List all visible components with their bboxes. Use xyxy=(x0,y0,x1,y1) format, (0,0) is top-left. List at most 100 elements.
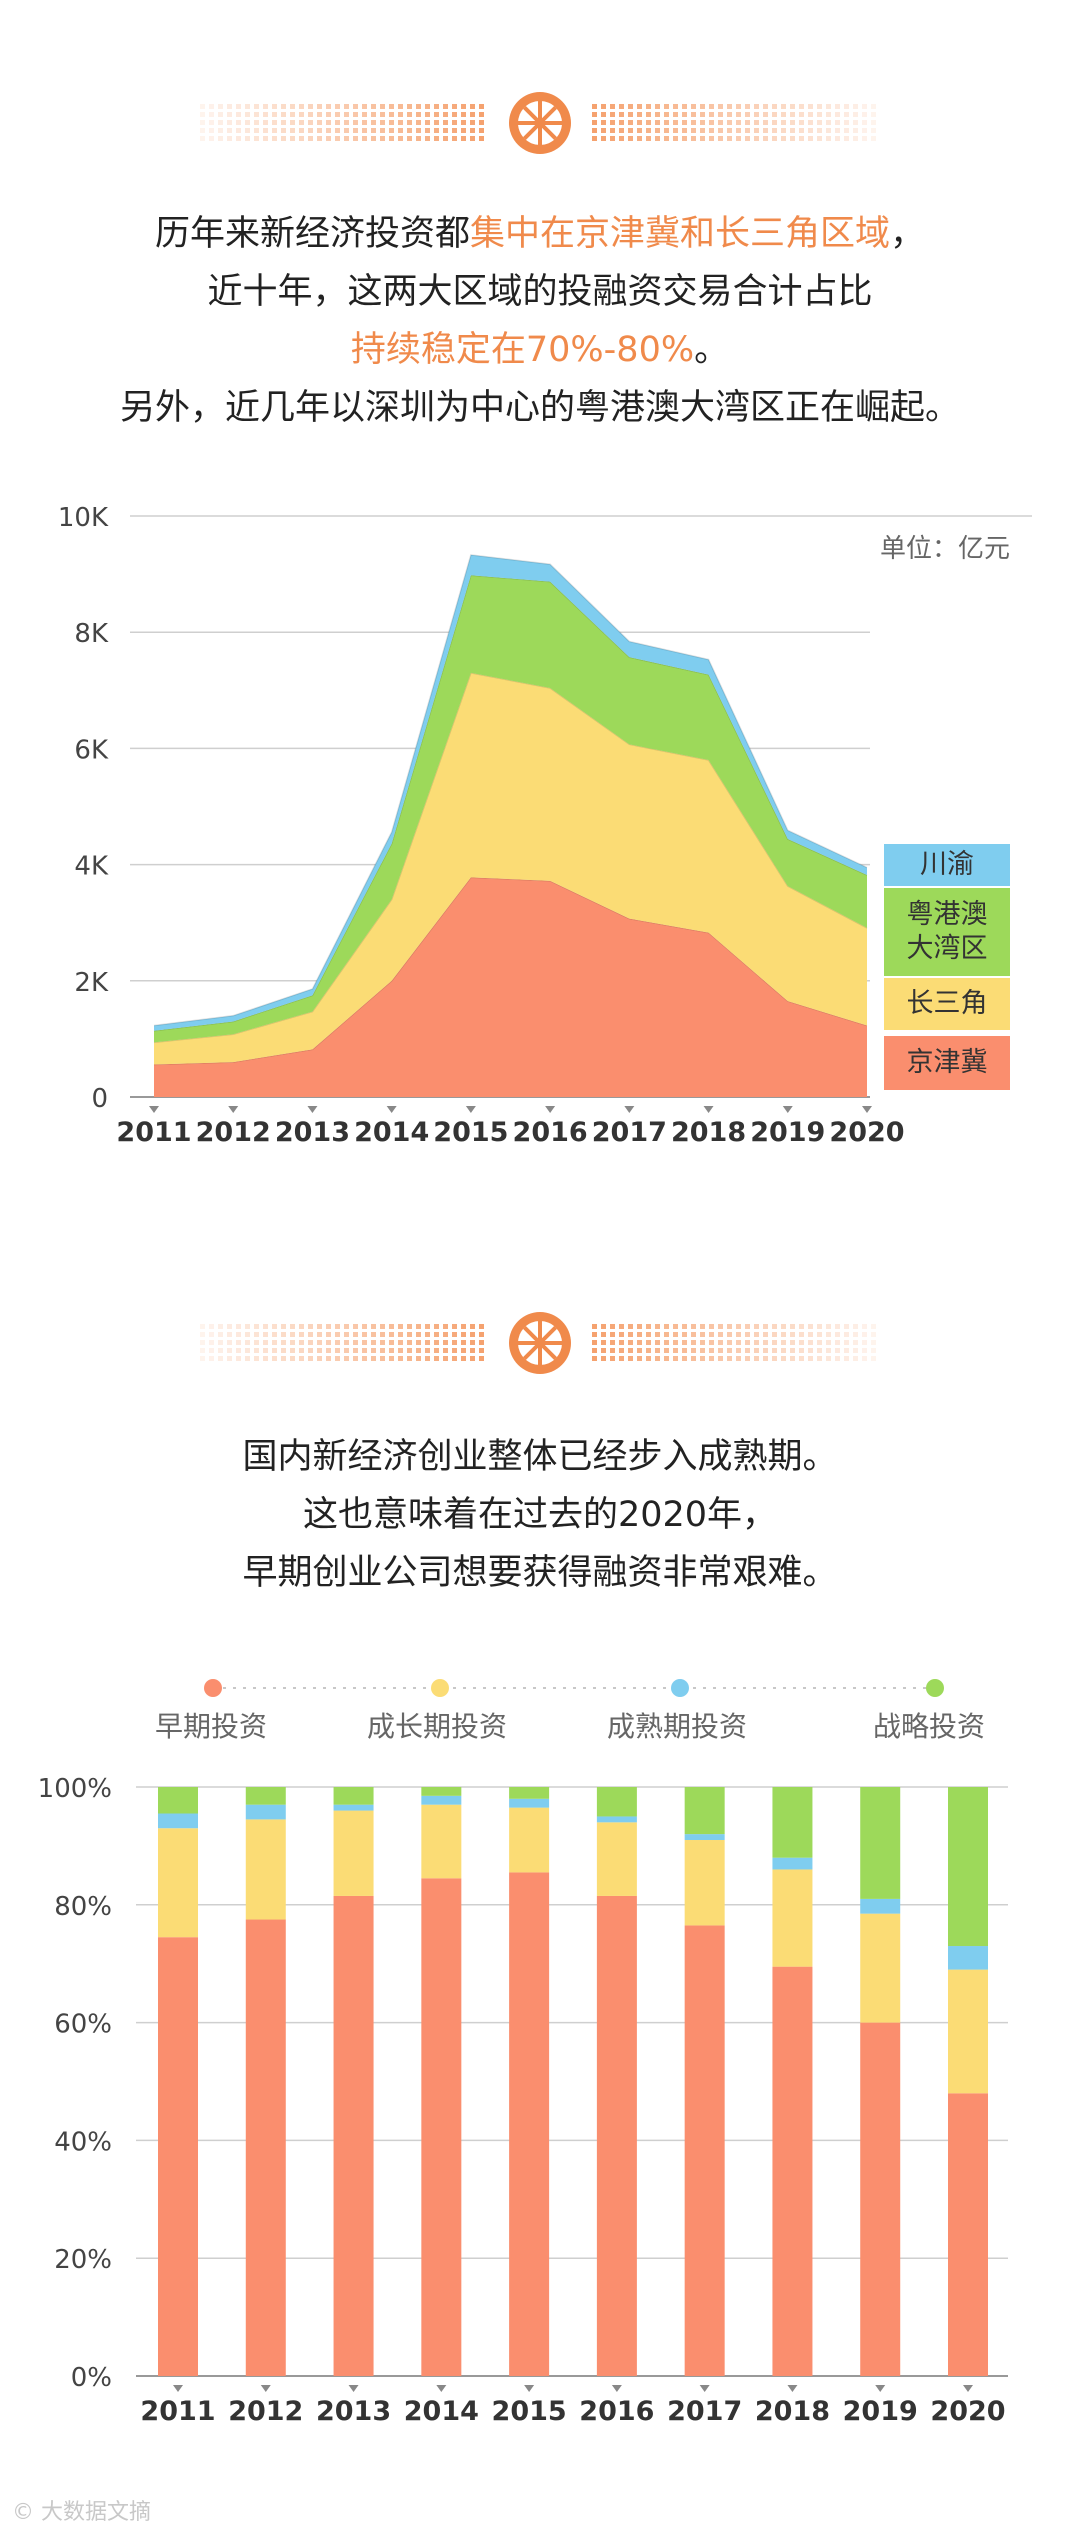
y-tick-label: 40% xyxy=(54,2127,112,2157)
body-text: 国内新经济创业整体已经步入成熟期。 xyxy=(242,1437,838,1477)
y-tick-label: 4K xyxy=(74,852,109,882)
x-tick-marker xyxy=(703,1106,714,1113)
section-divider-1 xyxy=(200,92,876,154)
divider-right-dots xyxy=(592,1324,876,1361)
bar-segment-strategic xyxy=(772,1787,813,1858)
bar-segment-early xyxy=(421,1878,462,2376)
bar-segment-mature xyxy=(948,1946,988,1970)
legend-label: 早期投资 xyxy=(155,1710,268,1743)
bar-segment-growth xyxy=(684,1840,725,1926)
bar-segment-early xyxy=(245,1919,286,2376)
bar-segment-strategic xyxy=(158,1787,198,1814)
area-series-changsanjiao xyxy=(154,672,867,1065)
x-tick-label: 2015 xyxy=(492,2396,567,2427)
x-tick-marker xyxy=(524,2385,535,2392)
divider-right-dots xyxy=(592,104,876,141)
x-tick-label: 2012 xyxy=(228,2396,303,2427)
bar-segment-strategic xyxy=(948,1787,988,1947)
body-text: ， xyxy=(890,214,926,254)
bar-segment-mature xyxy=(596,1816,637,1823)
bar-segment-mature xyxy=(245,1804,286,1820)
bar-segment-mature xyxy=(333,1804,374,1811)
intro2-line-2: 这也意味着在过去的2020年， xyxy=(60,1486,1020,1544)
bar-segment-early xyxy=(509,1872,550,2376)
highlight-text: 持续稳定在70%-80% xyxy=(350,330,695,370)
x-tick-label: 2018 xyxy=(671,1117,746,1148)
x-tick-marker xyxy=(465,1106,476,1113)
area-series-yuegangao xyxy=(154,575,867,1043)
legend-dot xyxy=(671,1679,689,1697)
intro1-line-2: 近十年，这两大区域的投融资交易合计占比 xyxy=(60,263,1020,321)
section-divider-2 xyxy=(200,1312,876,1374)
bar-segment-strategic xyxy=(421,1787,462,1796)
x-tick-label: 2019 xyxy=(750,1117,825,1148)
regional-investment-area-chart: 0 2K 4K 6K 8K 10K 2011 2012 2013 2014 2015 2016 2017… xyxy=(58,503,1032,1148)
x-tick-marker xyxy=(545,1106,556,1113)
x-tick-marker xyxy=(386,1106,397,1113)
bar-segment-strategic xyxy=(596,1787,637,1817)
bar-segment-mature xyxy=(684,1834,725,1841)
legend-label: 战略投资 xyxy=(873,1710,986,1743)
x-tick-label: 2011 xyxy=(116,1117,191,1148)
bar-segment-growth xyxy=(948,1969,988,2094)
y-tick-label: 80% xyxy=(54,1892,112,1922)
body-text: 另外，近几年以深圳为中心的粤港澳大湾区正在崛起。 xyxy=(119,388,960,428)
bar-segment-early xyxy=(684,1925,725,2376)
investment-stage-bar-chart: 0% 20% 40% 60% 80% 100% 2011 2012 2013 2014 2015 20… xyxy=(38,1774,1008,2427)
bar-segment-early xyxy=(860,2022,901,2376)
orange-slice-icon xyxy=(509,1312,571,1374)
orange-slice-icon xyxy=(509,92,571,154)
bar-segment-growth xyxy=(245,1819,286,1920)
x-tick-label: 2012 xyxy=(196,1117,271,1148)
x-tick-marker xyxy=(862,1106,872,1113)
section-1-intro: 历年来新经济投资都集中在京津冀和长三角区域， 近十年，这两大区域的投融资交易合计占… xyxy=(60,205,1020,437)
x-tick-marker xyxy=(875,2385,886,2392)
body-text: 历年来新经济投资都 xyxy=(154,214,470,254)
x-tick-label: 2014 xyxy=(404,2396,479,2427)
unit-label: 单位：亿元 xyxy=(880,534,1011,564)
legend-connector xyxy=(204,1679,944,1697)
intro2-line-1: 国内新经济创业整体已经步入成熟期。 xyxy=(60,1428,1020,1486)
legend-label: 川渝 xyxy=(920,849,974,880)
legend-label: 成熟期投资 xyxy=(607,1710,748,1743)
x-tick-marker xyxy=(173,2385,183,2392)
bar-segment-growth xyxy=(509,1807,550,1873)
bar-segment-strategic xyxy=(333,1787,374,1805)
legend-dot xyxy=(926,1679,944,1697)
intro2-line-3: 早期创业公司想要获得融资非常艰难。 xyxy=(60,1544,1020,1602)
body-text: 近十年，这两大区域的投融资交易合计占比 xyxy=(207,272,873,312)
bar-segment-growth xyxy=(860,1913,901,2023)
y-tick-label: 10K xyxy=(58,503,109,533)
legend-label: 成长期投资 xyxy=(367,1710,508,1743)
section-2-intro: 国内新经济创业整体已经步入成熟期。这也意味着在过去的2020年， 早期创业公司想要… xyxy=(60,1428,1020,1602)
y-tick-label: 60% xyxy=(54,2010,112,2040)
x-tick-marker xyxy=(699,2385,710,2392)
x-tick-label: 2014 xyxy=(354,1117,429,1148)
legend-label: 京津冀 xyxy=(906,1047,988,1078)
x-tick-marker xyxy=(611,2385,622,2392)
bar-segment-strategic xyxy=(245,1787,286,1805)
legend-item-changsanjiao: 长三角 xyxy=(884,978,1010,1030)
x-tick-marker xyxy=(436,2385,447,2392)
bar-segment-strategic xyxy=(684,1787,725,1835)
bar-segment-early xyxy=(158,1937,198,2376)
x-tick-marker xyxy=(624,1106,635,1113)
x-tick-label: 2019 xyxy=(843,2396,918,2427)
highlight-text: 集中在京津冀和长三角区域 xyxy=(469,214,890,254)
bar-segment-mature xyxy=(860,1898,901,1914)
body-text: 早期创业公司想要获得融资非常艰难。 xyxy=(242,1553,838,1593)
bar-segment-mature xyxy=(421,1795,462,1805)
bar-segment-mature xyxy=(772,1857,813,1870)
y-tick-label: 2K xyxy=(74,968,109,998)
intro1-line-3: 持续稳定在70%-80%。 xyxy=(60,321,1020,379)
x-tick-marker xyxy=(228,1106,239,1113)
x-tick-marker xyxy=(782,1106,793,1113)
x-tick-label: 2016 xyxy=(579,2396,654,2427)
x-tick-label: 2013 xyxy=(275,1117,350,1148)
y-tick-label: 0% xyxy=(71,2363,112,2393)
bar-segment-strategic xyxy=(509,1787,550,1799)
x-tick-label: 2016 xyxy=(513,1117,588,1148)
y-tick-label: 100% xyxy=(38,1774,112,1804)
x-tick-marker xyxy=(787,2385,798,2392)
intro1-line-1: 历年来新经济投资都集中在京津冀和长三角区域， xyxy=(60,205,1020,263)
